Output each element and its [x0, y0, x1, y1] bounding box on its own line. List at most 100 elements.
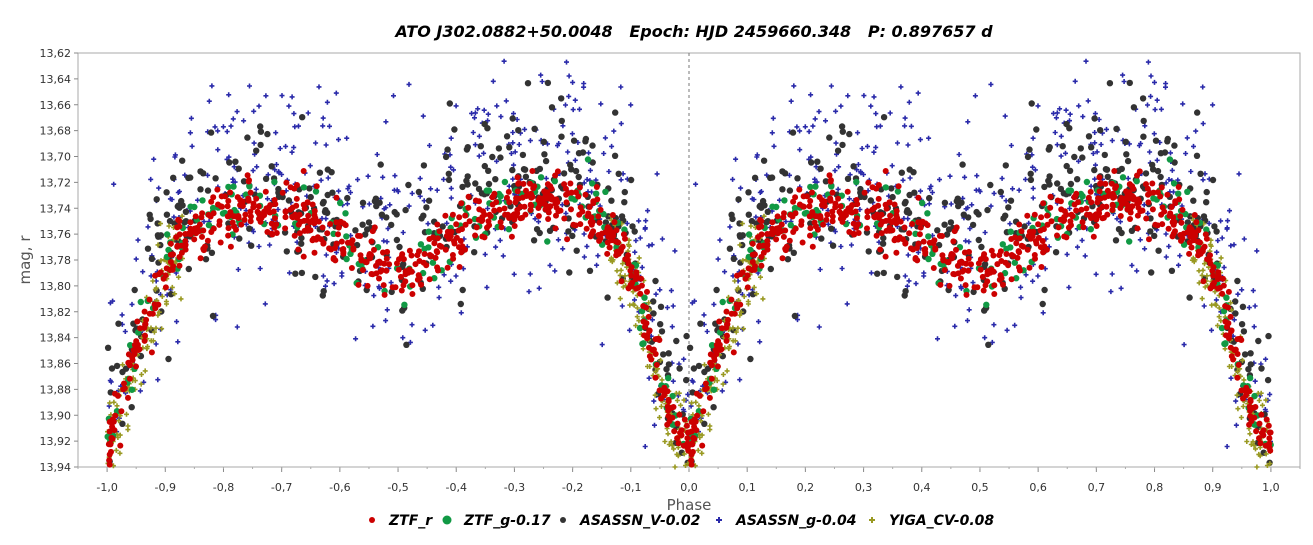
data-point — [521, 203, 528, 210]
data-point — [176, 204, 183, 211]
data-point — [575, 173, 582, 181]
data-point — [423, 262, 430, 269]
data-point — [304, 199, 311, 206]
data-point — [127, 362, 133, 369]
data-point — [236, 235, 243, 242]
data-point — [1073, 207, 1080, 214]
data-point — [1209, 302, 1215, 308]
data-point — [926, 239, 933, 246]
data-point — [688, 457, 695, 464]
data-point — [1018, 228, 1025, 235]
data-point — [729, 215, 736, 223]
data-point — [417, 241, 425, 248]
data-point — [570, 137, 578, 144]
data-point — [199, 233, 205, 240]
data-point — [319, 200, 327, 207]
data-point — [179, 213, 185, 219]
data-point — [565, 149, 571, 155]
data-point — [1027, 176, 1035, 184]
data-point — [799, 203, 806, 210]
data-point — [745, 231, 753, 238]
data-point — [289, 94, 295, 100]
data-point — [496, 206, 503, 213]
data-point — [896, 234, 903, 241]
data-point — [1200, 121, 1206, 127]
data-point — [763, 219, 770, 226]
data-point — [585, 210, 592, 217]
data-point — [963, 238, 969, 244]
x-tick-label: 0,1 — [738, 481, 756, 494]
data-point — [156, 185, 162, 191]
data-point — [1101, 151, 1109, 159]
data-point — [448, 195, 454, 201]
data-point — [699, 450, 705, 456]
data-point — [462, 221, 469, 228]
data-point — [151, 301, 158, 308]
data-point — [639, 340, 646, 348]
data-point — [226, 154, 232, 160]
data-point — [1177, 232, 1184, 238]
data-point — [420, 162, 428, 169]
data-point — [335, 231, 341, 238]
data-point — [782, 247, 789, 254]
data-point — [921, 270, 927, 276]
data-point — [1057, 106, 1063, 112]
data-point — [1008, 252, 1015, 258]
data-point — [174, 243, 181, 250]
data-point — [1201, 243, 1208, 250]
data-point — [126, 375, 133, 382]
data-point — [305, 212, 312, 219]
data-point — [737, 312, 743, 318]
data-point — [1163, 254, 1169, 260]
data-point — [764, 172, 770, 178]
data-point — [988, 247, 995, 254]
data-point — [966, 307, 972, 313]
data-point — [127, 342, 134, 349]
data-point — [719, 298, 726, 306]
data-point — [651, 398, 657, 404]
data-point — [998, 258, 1005, 264]
data-point — [547, 192, 554, 199]
data-point — [965, 255, 972, 262]
data-point — [953, 293, 959, 299]
data-point — [796, 186, 803, 193]
data-point — [1023, 272, 1029, 278]
data-point — [716, 318, 723, 325]
data-point — [169, 197, 175, 202]
data-point — [558, 95, 565, 102]
data-point — [606, 244, 613, 251]
data-point — [843, 208, 850, 215]
data-point — [1265, 332, 1272, 340]
data-point — [350, 246, 357, 253]
data-point — [292, 124, 298, 130]
data-point — [1130, 185, 1137, 192]
data-point — [1231, 242, 1237, 248]
x-tick-label: 0,0 — [680, 481, 698, 494]
data-point — [156, 271, 162, 278]
data-point — [291, 144, 297, 150]
data-point — [530, 185, 537, 192]
data-point — [1142, 246, 1148, 252]
data-point — [445, 170, 452, 177]
data-point — [312, 273, 319, 281]
data-point — [298, 234, 305, 242]
data-point — [381, 238, 387, 244]
data-point — [448, 135, 454, 141]
data-point — [714, 378, 720, 384]
data-point — [613, 252, 620, 259]
data-point — [1234, 392, 1240, 398]
data-point — [1124, 157, 1132, 165]
data-point — [1145, 102, 1150, 108]
data-point — [165, 246, 172, 254]
data-point — [1147, 215, 1154, 222]
data-point — [618, 267, 624, 273]
data-point — [779, 255, 786, 262]
data-point — [1178, 219, 1185, 226]
data-point — [1032, 238, 1039, 245]
data-point — [681, 416, 688, 423]
data-point — [1119, 199, 1126, 206]
data-point — [271, 178, 278, 186]
data-point — [854, 167, 860, 173]
data-point — [902, 288, 909, 295]
data-point — [760, 157, 768, 164]
